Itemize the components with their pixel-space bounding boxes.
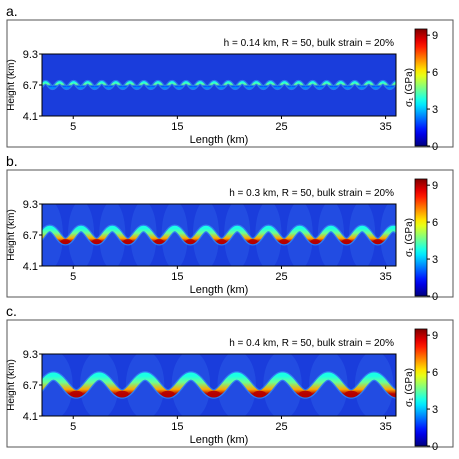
colorbar-tick-label: 3 xyxy=(432,404,438,416)
stress-peak xyxy=(372,239,383,244)
stress-peak xyxy=(69,390,83,398)
colorbar-tick-label: 6 xyxy=(432,217,438,229)
y-tick-label: 9.3 xyxy=(23,49,38,61)
stress-halo xyxy=(42,204,63,266)
colorbar-tick-label: 3 xyxy=(432,254,438,266)
stress-peak xyxy=(115,390,129,398)
x-tick-label: 25 xyxy=(275,271,287,283)
x-axis-label: Length (km) xyxy=(190,284,249,296)
layer-group xyxy=(42,204,396,266)
stress-peak xyxy=(341,239,352,244)
stress-halo xyxy=(171,354,211,416)
y-tick-label: 9.3 xyxy=(23,199,38,211)
y-tick-label: 6.7 xyxy=(23,380,38,392)
stress-peak xyxy=(216,239,227,244)
x-tick-label: 25 xyxy=(275,421,287,433)
y-tick-label: 9.3 xyxy=(23,349,38,361)
stress-halo xyxy=(317,204,345,266)
stress-peak xyxy=(253,390,267,398)
stress-peak xyxy=(161,390,175,398)
stress-halo xyxy=(255,204,282,266)
stress-halo xyxy=(217,354,256,416)
colorbar-tick-label: 0 xyxy=(432,141,438,153)
stress-halo xyxy=(192,204,220,266)
stress-halo xyxy=(354,354,394,416)
stress-halo xyxy=(42,354,73,416)
y-axis-label: Height (km) xyxy=(6,359,17,411)
colorbar xyxy=(414,28,428,147)
colorbar-label: σ₁ (GPa) xyxy=(404,68,415,107)
stress-halo xyxy=(263,354,302,416)
stress-halo xyxy=(99,204,126,266)
stress-peak xyxy=(310,239,321,244)
stress-halo xyxy=(309,354,348,416)
stress-halo xyxy=(349,204,376,266)
colorbar-tick-label: 0 xyxy=(432,441,438,453)
panel-label: b. xyxy=(6,153,18,169)
y-tick-label: 4.1 xyxy=(23,111,38,123)
stress-peak xyxy=(185,239,196,244)
x-tick-label: 25 xyxy=(275,121,287,133)
stress-peak xyxy=(60,239,71,244)
stress-peak xyxy=(154,239,164,244)
y-tick-label: 6.7 xyxy=(23,80,38,92)
y-axis-label: Height (km) xyxy=(6,59,17,111)
stress-peak xyxy=(123,239,133,244)
stress-halo xyxy=(130,204,157,266)
colorbar-tick-label: 9 xyxy=(432,30,438,42)
panel-3: c. h = 0.4 km, R = 50, bulk strain = 20% 5… xyxy=(6,303,454,453)
x-tick-label: 35 xyxy=(379,421,391,433)
panel-label: a. xyxy=(6,3,18,19)
stress-peak xyxy=(279,239,289,244)
chart-title: h = 0.3 km, R = 50, bulk strain = 20% xyxy=(229,188,394,199)
x-tick-label: 15 xyxy=(171,121,183,133)
colorbar-tick-label: 6 xyxy=(432,67,438,79)
colorbar-tick-label: 9 xyxy=(432,180,438,192)
panel-frame xyxy=(6,169,454,298)
x-tick-label: 15 xyxy=(171,421,183,433)
stress-halo xyxy=(67,204,95,266)
stress-halo xyxy=(286,204,313,266)
stress-halo xyxy=(80,354,119,416)
x-tick-label: 5 xyxy=(70,271,76,283)
stress-halo xyxy=(125,354,165,416)
x-axis-label: Length (km) xyxy=(190,434,249,446)
colorbar-tick-label: 6 xyxy=(432,367,438,379)
stress-halo xyxy=(161,204,188,266)
colorbar-label: σ₁ (GPa) xyxy=(404,218,415,257)
x-tick-label: 5 xyxy=(70,121,76,133)
y-tick-label: 4.1 xyxy=(23,411,38,423)
y-tick-label: 4.1 xyxy=(23,261,38,273)
panel-1: a. h = 0.14 km, R = 50, bulk strain = 20%… xyxy=(6,3,454,153)
chart-title: h = 0.4 km, R = 50, bulk strain = 20% xyxy=(229,338,394,349)
panel-2: b. h = 0.3 km, R = 50, bulk strain = 20% 5… xyxy=(6,153,454,303)
colorbar xyxy=(414,178,428,297)
panel-frame xyxy=(6,319,454,448)
chart-title: h = 0.14 km, R = 50, bulk strain = 20% xyxy=(224,38,394,49)
panel-label: c. xyxy=(6,303,17,319)
x-axis-label: Length (km) xyxy=(190,134,249,146)
colorbar-tick-label: 0 xyxy=(432,291,438,303)
colorbar-label: σ₁ (GPa) xyxy=(404,368,415,407)
folded-layer xyxy=(42,81,396,89)
stress-halo xyxy=(224,204,251,266)
stress-peak xyxy=(91,239,102,244)
colorbar xyxy=(414,328,428,447)
stress-peak xyxy=(207,390,221,398)
stress-peak xyxy=(298,390,312,398)
x-tick-label: 35 xyxy=(379,121,391,133)
x-tick-label: 5 xyxy=(70,421,76,433)
y-axis-label: Height (km) xyxy=(6,209,17,261)
colorbar-tick-label: 9 xyxy=(432,330,438,342)
stress-peak xyxy=(344,390,358,398)
layer-group xyxy=(42,354,396,416)
x-tick-label: 15 xyxy=(171,271,183,283)
x-tick-label: 35 xyxy=(379,271,391,283)
panel-frame xyxy=(6,19,454,148)
y-tick-label: 6.7 xyxy=(23,230,38,242)
stress-peak xyxy=(248,239,258,244)
layer-group xyxy=(42,79,396,91)
colorbar-tick-label: 3 xyxy=(432,104,438,116)
